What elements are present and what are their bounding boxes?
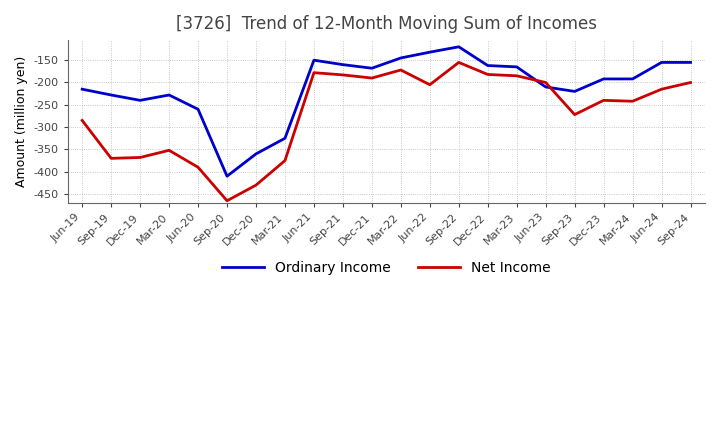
Ordinary Income	[483, 63, 492, 68]
Ordinary Income	[513, 64, 521, 70]
Net Income	[570, 112, 579, 117]
Title: [3726]  Trend of 12-Month Moving Sum of Incomes: [3726] Trend of 12-Month Moving Sum of I…	[176, 15, 597, 33]
Net Income	[599, 98, 608, 103]
Ordinary Income	[310, 58, 318, 63]
Legend: Ordinary Income, Net Income: Ordinary Income, Net Income	[217, 256, 557, 281]
Ordinary Income	[426, 50, 434, 55]
Net Income	[252, 183, 261, 188]
Ordinary Income	[338, 62, 347, 67]
Net Income	[222, 198, 231, 203]
Net Income	[310, 70, 318, 75]
Net Income	[78, 118, 86, 123]
Ordinary Income	[397, 55, 405, 61]
Y-axis label: Amount (million yen): Amount (million yen)	[15, 56, 28, 187]
Ordinary Income	[686, 60, 695, 65]
Net Income	[426, 82, 434, 88]
Net Income	[367, 75, 376, 81]
Net Income	[629, 99, 637, 104]
Ordinary Income	[165, 92, 174, 98]
Ordinary Income	[194, 106, 202, 112]
Net Income	[194, 165, 202, 170]
Net Income	[165, 148, 174, 153]
Ordinary Income	[599, 76, 608, 81]
Ordinary Income	[629, 76, 637, 81]
Net Income	[541, 80, 550, 85]
Ordinary Income	[657, 60, 666, 65]
Ordinary Income	[454, 44, 463, 49]
Ordinary Income	[252, 151, 261, 157]
Net Income	[281, 158, 289, 163]
Net Income	[107, 156, 115, 161]
Ordinary Income	[136, 98, 145, 103]
Ordinary Income	[367, 66, 376, 71]
Ordinary Income	[107, 92, 115, 98]
Net Income	[657, 87, 666, 92]
Ordinary Income	[541, 84, 550, 90]
Ordinary Income	[78, 87, 86, 92]
Net Income	[454, 60, 463, 65]
Net Income	[397, 67, 405, 73]
Line: Net Income: Net Income	[82, 62, 690, 201]
Ordinary Income	[222, 173, 231, 179]
Net Income	[483, 72, 492, 77]
Ordinary Income	[281, 136, 289, 141]
Net Income	[136, 155, 145, 160]
Net Income	[686, 80, 695, 85]
Line: Ordinary Income: Ordinary Income	[82, 47, 690, 176]
Ordinary Income	[570, 89, 579, 94]
Net Income	[513, 73, 521, 78]
Net Income	[338, 72, 347, 77]
